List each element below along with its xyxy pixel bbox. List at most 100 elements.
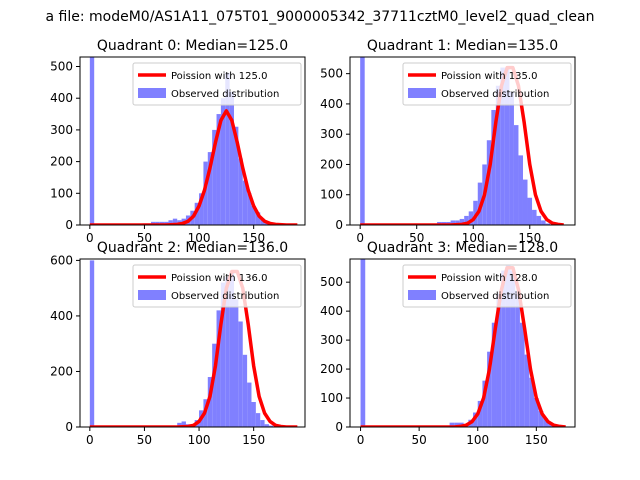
histogram-bars <box>89 57 291 225</box>
y-tick-label: 100 <box>320 188 343 202</box>
y-tick-label: 400 <box>320 97 343 111</box>
x-tick-label: 100 <box>466 433 489 447</box>
legend-label-observed: Observed distribution <box>441 89 549 100</box>
histogram-bar <box>495 85 501 225</box>
histogram-bar <box>468 211 474 225</box>
histogram-bar <box>504 67 510 225</box>
x-tick-label: 150 <box>242 433 265 447</box>
histogram-bar <box>545 223 551 225</box>
histogram-bar <box>522 179 528 225</box>
y-tick-label: 500 <box>320 275 343 289</box>
axes-frame <box>79 56 306 226</box>
histogram-bar <box>538 411 544 427</box>
subplot-title: Quadrant 1: Median=135.0 <box>367 38 558 54</box>
x-tick-label: 100 <box>188 433 211 447</box>
histogram-bar <box>255 413 261 427</box>
y-tick-label: 200 <box>50 364 73 378</box>
x-tick-label: 50 <box>412 433 427 447</box>
y-tick-label: 300 <box>50 123 73 137</box>
y-tick-label: 200 <box>320 362 343 376</box>
x-tick-label: 50 <box>409 231 424 245</box>
legend-label-poisson: Poission with 125.0 <box>171 71 267 82</box>
legend-bar-swatch <box>138 290 166 300</box>
x-tick-label: 150 <box>242 231 265 245</box>
y-tick-label: 0 <box>335 218 343 232</box>
histogram-bar <box>500 67 505 225</box>
histogram-bar <box>225 72 230 225</box>
legend-label-poisson: Poission with 136.0 <box>171 273 267 284</box>
poisson-line <box>89 109 298 225</box>
histogram-bar <box>477 400 483 427</box>
x-tick-label: 0 <box>356 231 364 245</box>
y-tick-label: 300 <box>320 127 343 141</box>
x-tick-label: 50 <box>137 433 152 447</box>
subplot-grid: Quadrant 0: Median=125.0 0 50 100 150 0 100 200… <box>50 38 576 447</box>
y-tick-label: 0 <box>65 420 73 434</box>
legend: Poission with 135.0 Observed distribution <box>402 62 572 106</box>
histogram-bar <box>527 197 533 225</box>
histogram-bar <box>238 158 243 225</box>
legend-box <box>132 264 302 308</box>
histogram-bar <box>496 293 502 427</box>
histogram-bar <box>509 91 514 225</box>
histogram-bar <box>229 91 235 225</box>
histogram-bar <box>242 354 248 427</box>
histogram-bar <box>247 382 252 427</box>
histogram-bar <box>194 202 200 225</box>
histogram-bar <box>225 277 230 427</box>
histogram-bar <box>268 425 274 427</box>
axes-frame <box>349 56 576 226</box>
histogram-bar <box>247 193 252 225</box>
histogram-bar <box>482 380 488 427</box>
legend-bar-swatch <box>408 88 436 98</box>
legend-label-observed: Observed distribution <box>171 291 279 302</box>
subplot-2: Quadrant 2: Median=136.0 0 50 100 150 0 200 400… <box>50 240 306 447</box>
histogram-bar <box>89 260 95 427</box>
histogram-bar <box>177 422 182 427</box>
histogram-bar <box>199 193 204 225</box>
y-tick-label: 100 <box>50 186 73 200</box>
histogram-bar <box>464 215 469 225</box>
histogram-bar <box>220 98 226 225</box>
histogram-bar <box>518 155 523 225</box>
histogram-bar <box>524 354 530 427</box>
histogram-bar <box>473 200 478 225</box>
histogram-bar <box>168 220 173 225</box>
figure-suptitle: a file: modeM0/AS1A11_075T01_9000005342_… <box>46 9 595 25</box>
histogram-bar <box>505 264 511 427</box>
histogram-bar <box>212 343 217 427</box>
histogram-bar <box>255 212 261 225</box>
histogram-bar <box>260 420 265 427</box>
histogram-bar <box>491 322 497 427</box>
y-tick-label: 200 <box>320 157 343 171</box>
histogram-bar <box>238 321 243 427</box>
histogram-bar <box>212 129 217 225</box>
y-tick-label: 600 <box>50 253 73 267</box>
y-tick-label: 0 <box>65 218 73 232</box>
histogram-bar <box>207 152 213 225</box>
x-tick-label: 100 <box>462 231 485 245</box>
histogram-bar <box>234 299 239 427</box>
legend-bar-swatch <box>138 88 166 98</box>
y-tick-label: 500 <box>320 67 343 81</box>
y-tick-label: 100 <box>320 391 343 405</box>
histogram-bar <box>455 220 460 225</box>
histogram-bar <box>251 205 256 225</box>
legend: Poission with 125.0 Observed distribution <box>132 62 302 106</box>
histogram-bar <box>486 140 492 225</box>
histogram-bar <box>449 422 455 427</box>
y-tick-label: 500 <box>50 60 73 74</box>
histogram-bar <box>220 282 226 427</box>
y-tick-label: 400 <box>320 304 343 318</box>
histogram-bar <box>529 377 534 427</box>
x-tick-label: 0 <box>86 231 94 245</box>
y-tick-label: 400 <box>50 309 73 323</box>
histogram-bar <box>181 421 186 427</box>
histogram-bar <box>491 109 496 225</box>
histogram-bar <box>513 125 519 225</box>
histogram-bar <box>229 271 235 427</box>
histogram-bar <box>487 351 492 427</box>
y-tick-label: 300 <box>320 333 343 347</box>
histogram-bar <box>501 270 506 427</box>
